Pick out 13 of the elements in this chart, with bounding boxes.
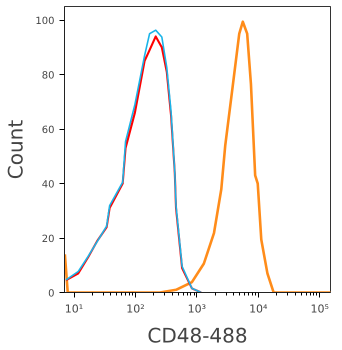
x-axis-title: CD48-488 — [147, 324, 248, 348]
y-tick-label: 0 — [48, 288, 55, 300]
y-tick-label: 60 — [42, 125, 55, 136]
x-tick-label: 10³ — [188, 302, 206, 316]
x-tick-label: 10¹ — [64, 302, 84, 316]
y-axis-title: Count — [3, 120, 28, 180]
x-tick-label: 10⁴ — [249, 302, 268, 316]
y-tick-label: 100 — [35, 16, 55, 28]
y-tick-label: 80 — [42, 70, 55, 82]
x-tick-label: 10² — [126, 302, 145, 316]
x-tick-label: 10⁵ — [310, 302, 329, 316]
y-tick-label: 20 — [42, 234, 55, 246]
y-tick-label: 40 — [42, 180, 55, 191]
